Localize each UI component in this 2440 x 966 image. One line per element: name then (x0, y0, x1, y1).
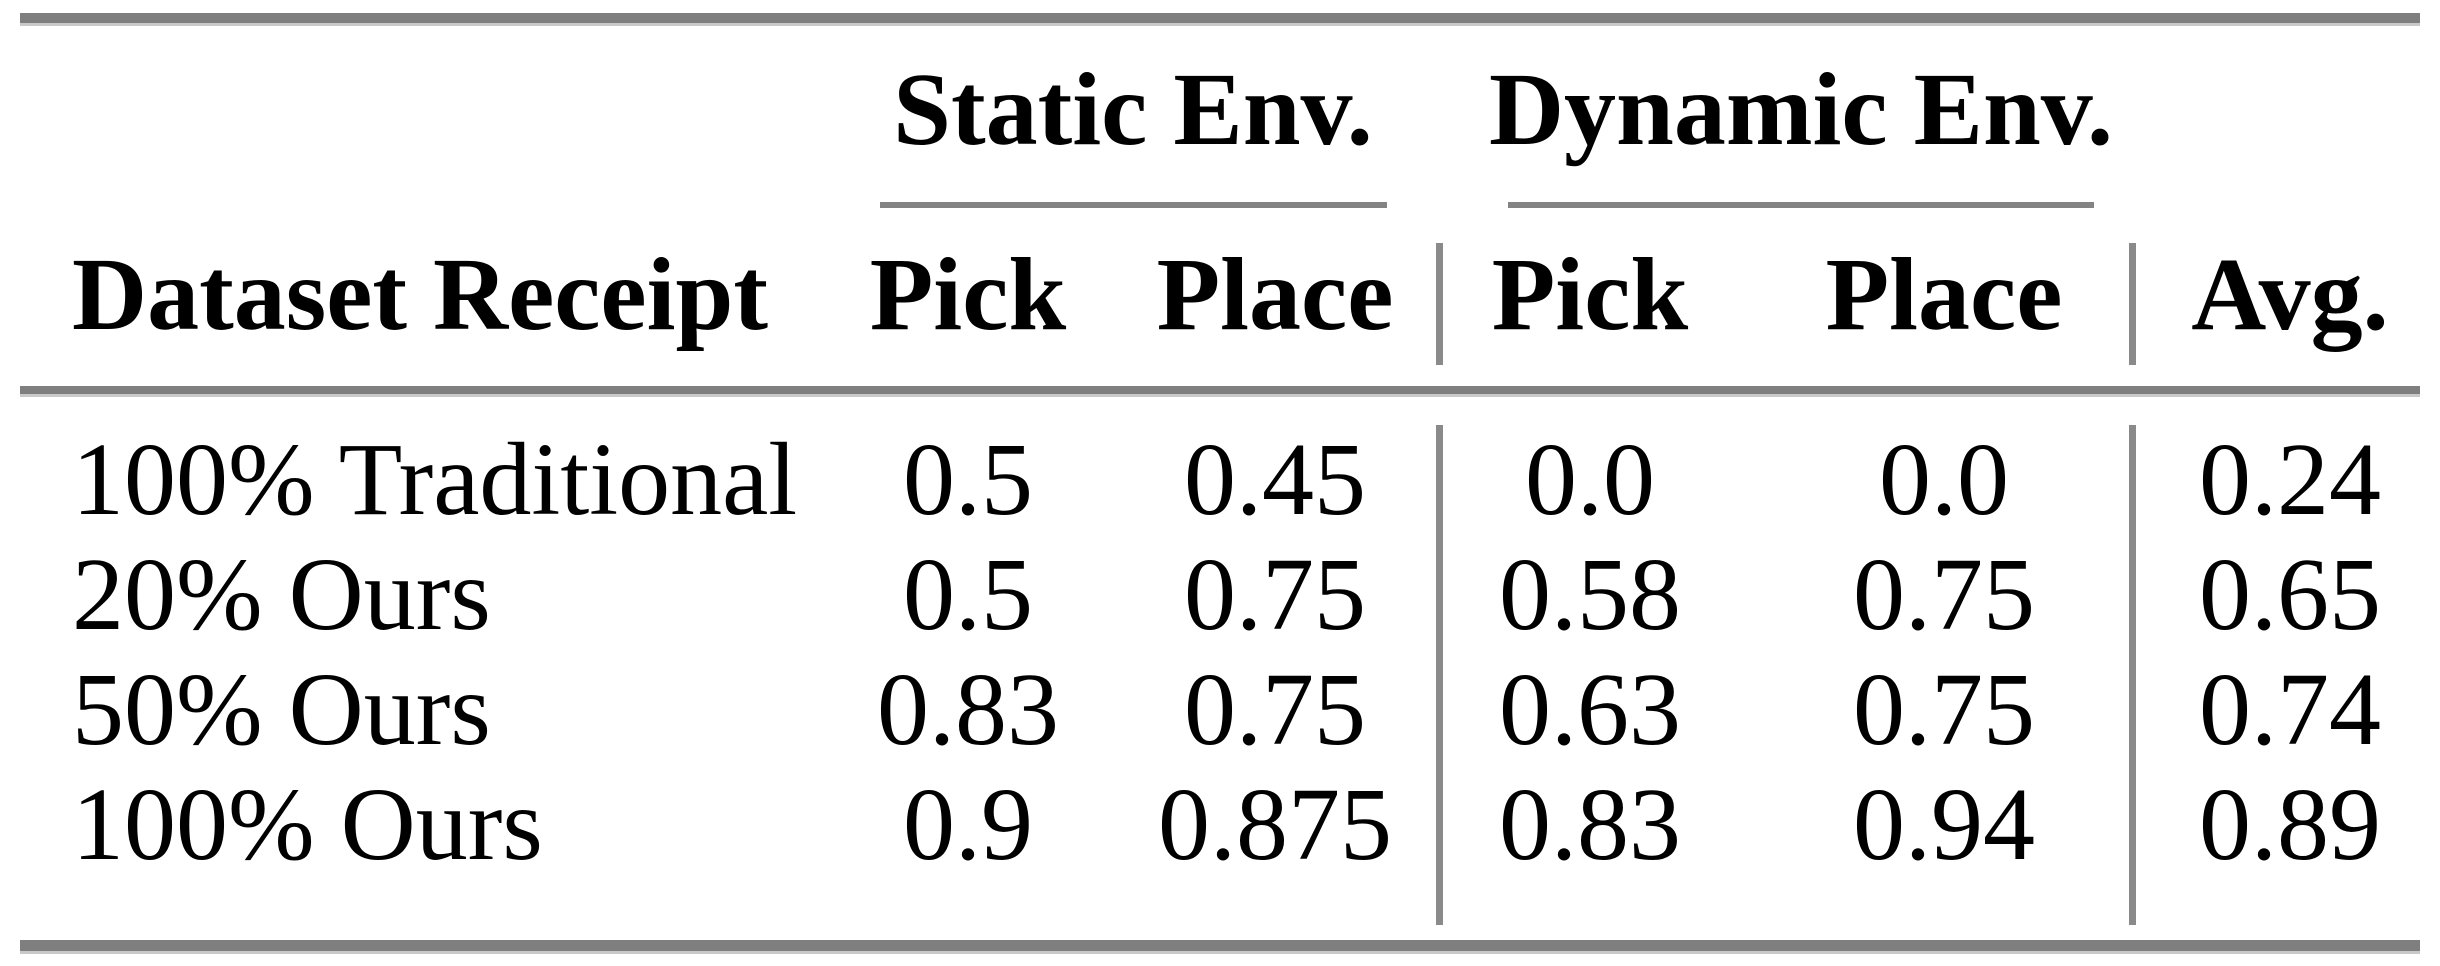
column-group-static-env: Static Env. (893, 52, 1373, 167)
table-bottomrule (20, 940, 2420, 954)
cell-value: 0.63 (1499, 652, 1681, 767)
row-label: 20% Ours (72, 537, 491, 652)
col-header-static-pick: Pick (869, 237, 1067, 352)
cell-value: 0.45 (1184, 422, 1366, 537)
cell-value: 0.89 (2199, 767, 2381, 882)
cell-value: 0.0 (1879, 422, 2009, 537)
cell-value: 0.875 (1158, 767, 1392, 882)
cmidrule-dynamic-env (1508, 202, 2094, 208)
col-header-dynamic-pick: Pick (1491, 237, 1689, 352)
cell-value: 0.5 (903, 422, 1033, 537)
cell-value: 0.83 (1499, 767, 1681, 882)
cell-value: 0.75 (1853, 652, 2035, 767)
col-header-dataset-receipt: Dataset Receipt (72, 237, 768, 352)
cell-value: 0.75 (1184, 652, 1366, 767)
table-toprule (20, 13, 2420, 26)
row-label: 100% Ours (72, 767, 543, 882)
cell-value: 0.65 (2199, 537, 2381, 652)
cmidrule-static-env (880, 202, 1387, 208)
cell-value: 0.74 (2199, 652, 2381, 767)
vertical-rule-dynamic-avg-body (2129, 425, 2136, 925)
vertical-rule-dynamic-avg-header (2129, 243, 2136, 365)
cell-value: 0.75 (1853, 537, 2035, 652)
cell-value: 0.0 (1525, 422, 1655, 537)
col-header-avg: Avg. (2191, 237, 2389, 352)
row-label: 100% Traditional (72, 422, 798, 537)
cell-value: 0.58 (1499, 537, 1681, 652)
vertical-rule-static-dynamic-body (1436, 425, 1443, 925)
table-midrule (20, 386, 2420, 397)
cell-value: 0.5 (903, 537, 1033, 652)
col-header-static-place: Place (1156, 237, 1394, 352)
col-header-dynamic-place: Place (1825, 237, 2063, 352)
cell-value: 0.9 (903, 767, 1033, 882)
vertical-rule-static-dynamic-header (1436, 243, 1443, 365)
cell-value: 0.94 (1853, 767, 2035, 882)
row-label: 50% Ours (72, 652, 491, 767)
cell-value: 0.24 (2199, 422, 2381, 537)
cell-value: 0.83 (877, 652, 1059, 767)
cell-value: 0.75 (1184, 537, 1366, 652)
column-group-dynamic-env: Dynamic Env. (1488, 52, 2114, 167)
